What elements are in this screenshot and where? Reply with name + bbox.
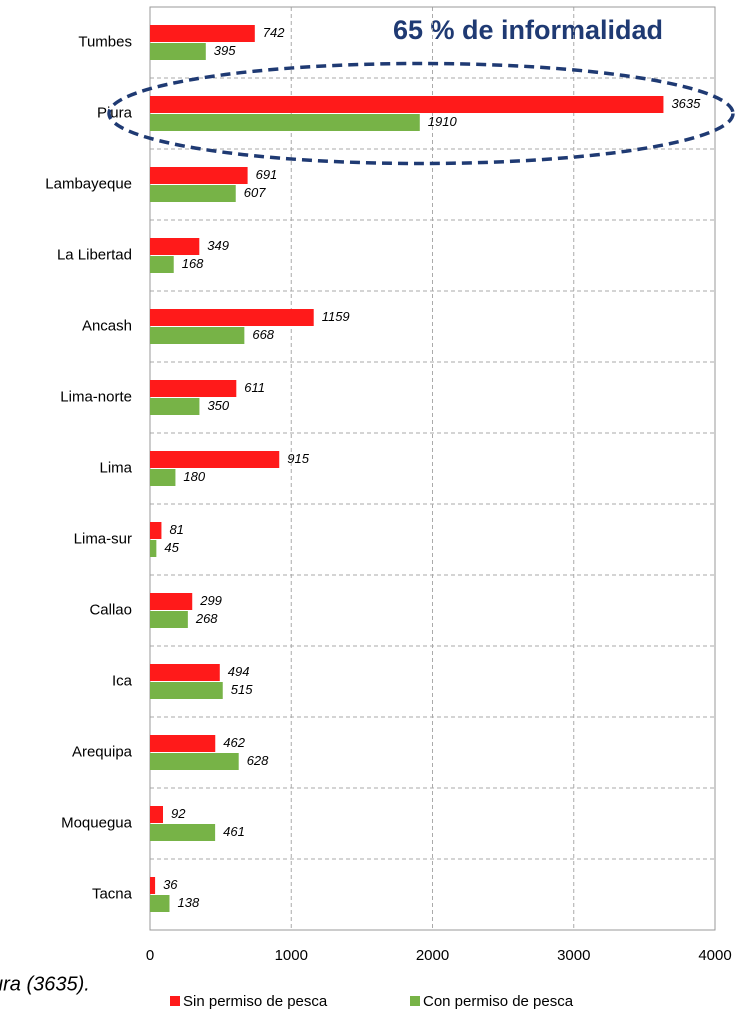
value-label: 268 <box>195 611 218 626</box>
value-label: 350 <box>207 398 229 413</box>
y-tick-label: Lima-norte <box>60 388 132 405</box>
legend-swatch <box>170 996 180 1006</box>
bar <box>150 238 200 255</box>
bar <box>150 327 245 344</box>
legend-swatch <box>410 996 420 1006</box>
y-tick-label: Ica <box>112 672 133 689</box>
bar <box>150 735 216 752</box>
x-tick-label: 1000 <box>275 947 308 964</box>
value-label: 611 <box>244 380 265 395</box>
x-tick-label: 2000 <box>416 947 449 964</box>
bar <box>150 185 236 202</box>
bar <box>150 451 280 468</box>
value-label: 628 <box>247 753 269 768</box>
value-label: 168 <box>182 256 204 271</box>
value-label: 45 <box>164 540 179 555</box>
plot-border <box>149 6 716 931</box>
bar <box>150 806 163 823</box>
x-tick-label: 0 <box>146 947 154 964</box>
y-tick-label: Ancash <box>82 317 132 334</box>
value-label: 3635 <box>671 96 701 111</box>
y-tick-label: Moquegua <box>61 814 133 831</box>
bar <box>150 664 220 681</box>
value-label: 915 <box>287 451 309 466</box>
bar <box>150 380 237 397</box>
bar <box>150 540 157 557</box>
y-tick-label: Callao <box>89 601 132 618</box>
bar <box>150 167 248 184</box>
x-tick-label: 4000 <box>698 947 731 964</box>
y-tick-label: Lambayeque <box>45 175 132 192</box>
bar <box>150 611 188 628</box>
bar <box>150 682 223 699</box>
bar <box>150 309 314 326</box>
bar <box>150 256 174 273</box>
y-tick-label: Piura <box>97 104 133 121</box>
value-label: 461 <box>223 824 245 839</box>
value-label: 349 <box>207 238 229 253</box>
value-label: 462 <box>223 735 245 750</box>
y-tick-label: Tumbes <box>78 33 132 50</box>
y-tick-label: Tacna <box>92 885 133 902</box>
value-label: 299 <box>199 593 222 608</box>
value-label: 138 <box>177 895 199 910</box>
bar <box>150 25 255 42</box>
value-label: 691 <box>256 167 278 182</box>
bar <box>150 824 216 841</box>
value-label: 494 <box>228 664 250 679</box>
value-label: 36 <box>163 877 178 892</box>
legend-label: Con permiso de pesca <box>423 993 574 1010</box>
value-label: 81 <box>169 522 183 537</box>
x-tick-label: 3000 <box>557 947 590 964</box>
y-tick-label: La Libertad <box>57 246 132 263</box>
value-label: 742 <box>263 25 285 40</box>
value-label: 92 <box>171 806 186 821</box>
y-tick-label: Arequipa <box>72 743 133 760</box>
value-label: 1159 <box>322 309 350 324</box>
bar <box>150 877 156 894</box>
bar <box>150 469 176 486</box>
bar <box>150 753 239 770</box>
value-label: 668 <box>252 327 274 342</box>
bar <box>150 398 200 415</box>
value-label: 607 <box>244 185 266 200</box>
y-tick-label: Lima <box>99 459 132 476</box>
annotation: 65 % de informalidad <box>393 15 663 45</box>
bar <box>150 593 193 610</box>
bar <box>150 96 664 113</box>
value-label: 395 <box>214 43 236 58</box>
bar <box>150 43 206 60</box>
value-label: 515 <box>231 682 253 697</box>
footnote: ura (3635). <box>0 973 90 995</box>
bar <box>150 895 170 912</box>
value-label: 1910 <box>428 114 458 129</box>
legend-label: Sin permiso de pesca <box>183 993 328 1010</box>
bar <box>150 522 162 539</box>
y-tick-label: Lima-sur <box>74 530 132 547</box>
highlight-ellipse <box>107 61 735 166</box>
value-label: 180 <box>183 469 205 484</box>
bar <box>150 114 420 131</box>
